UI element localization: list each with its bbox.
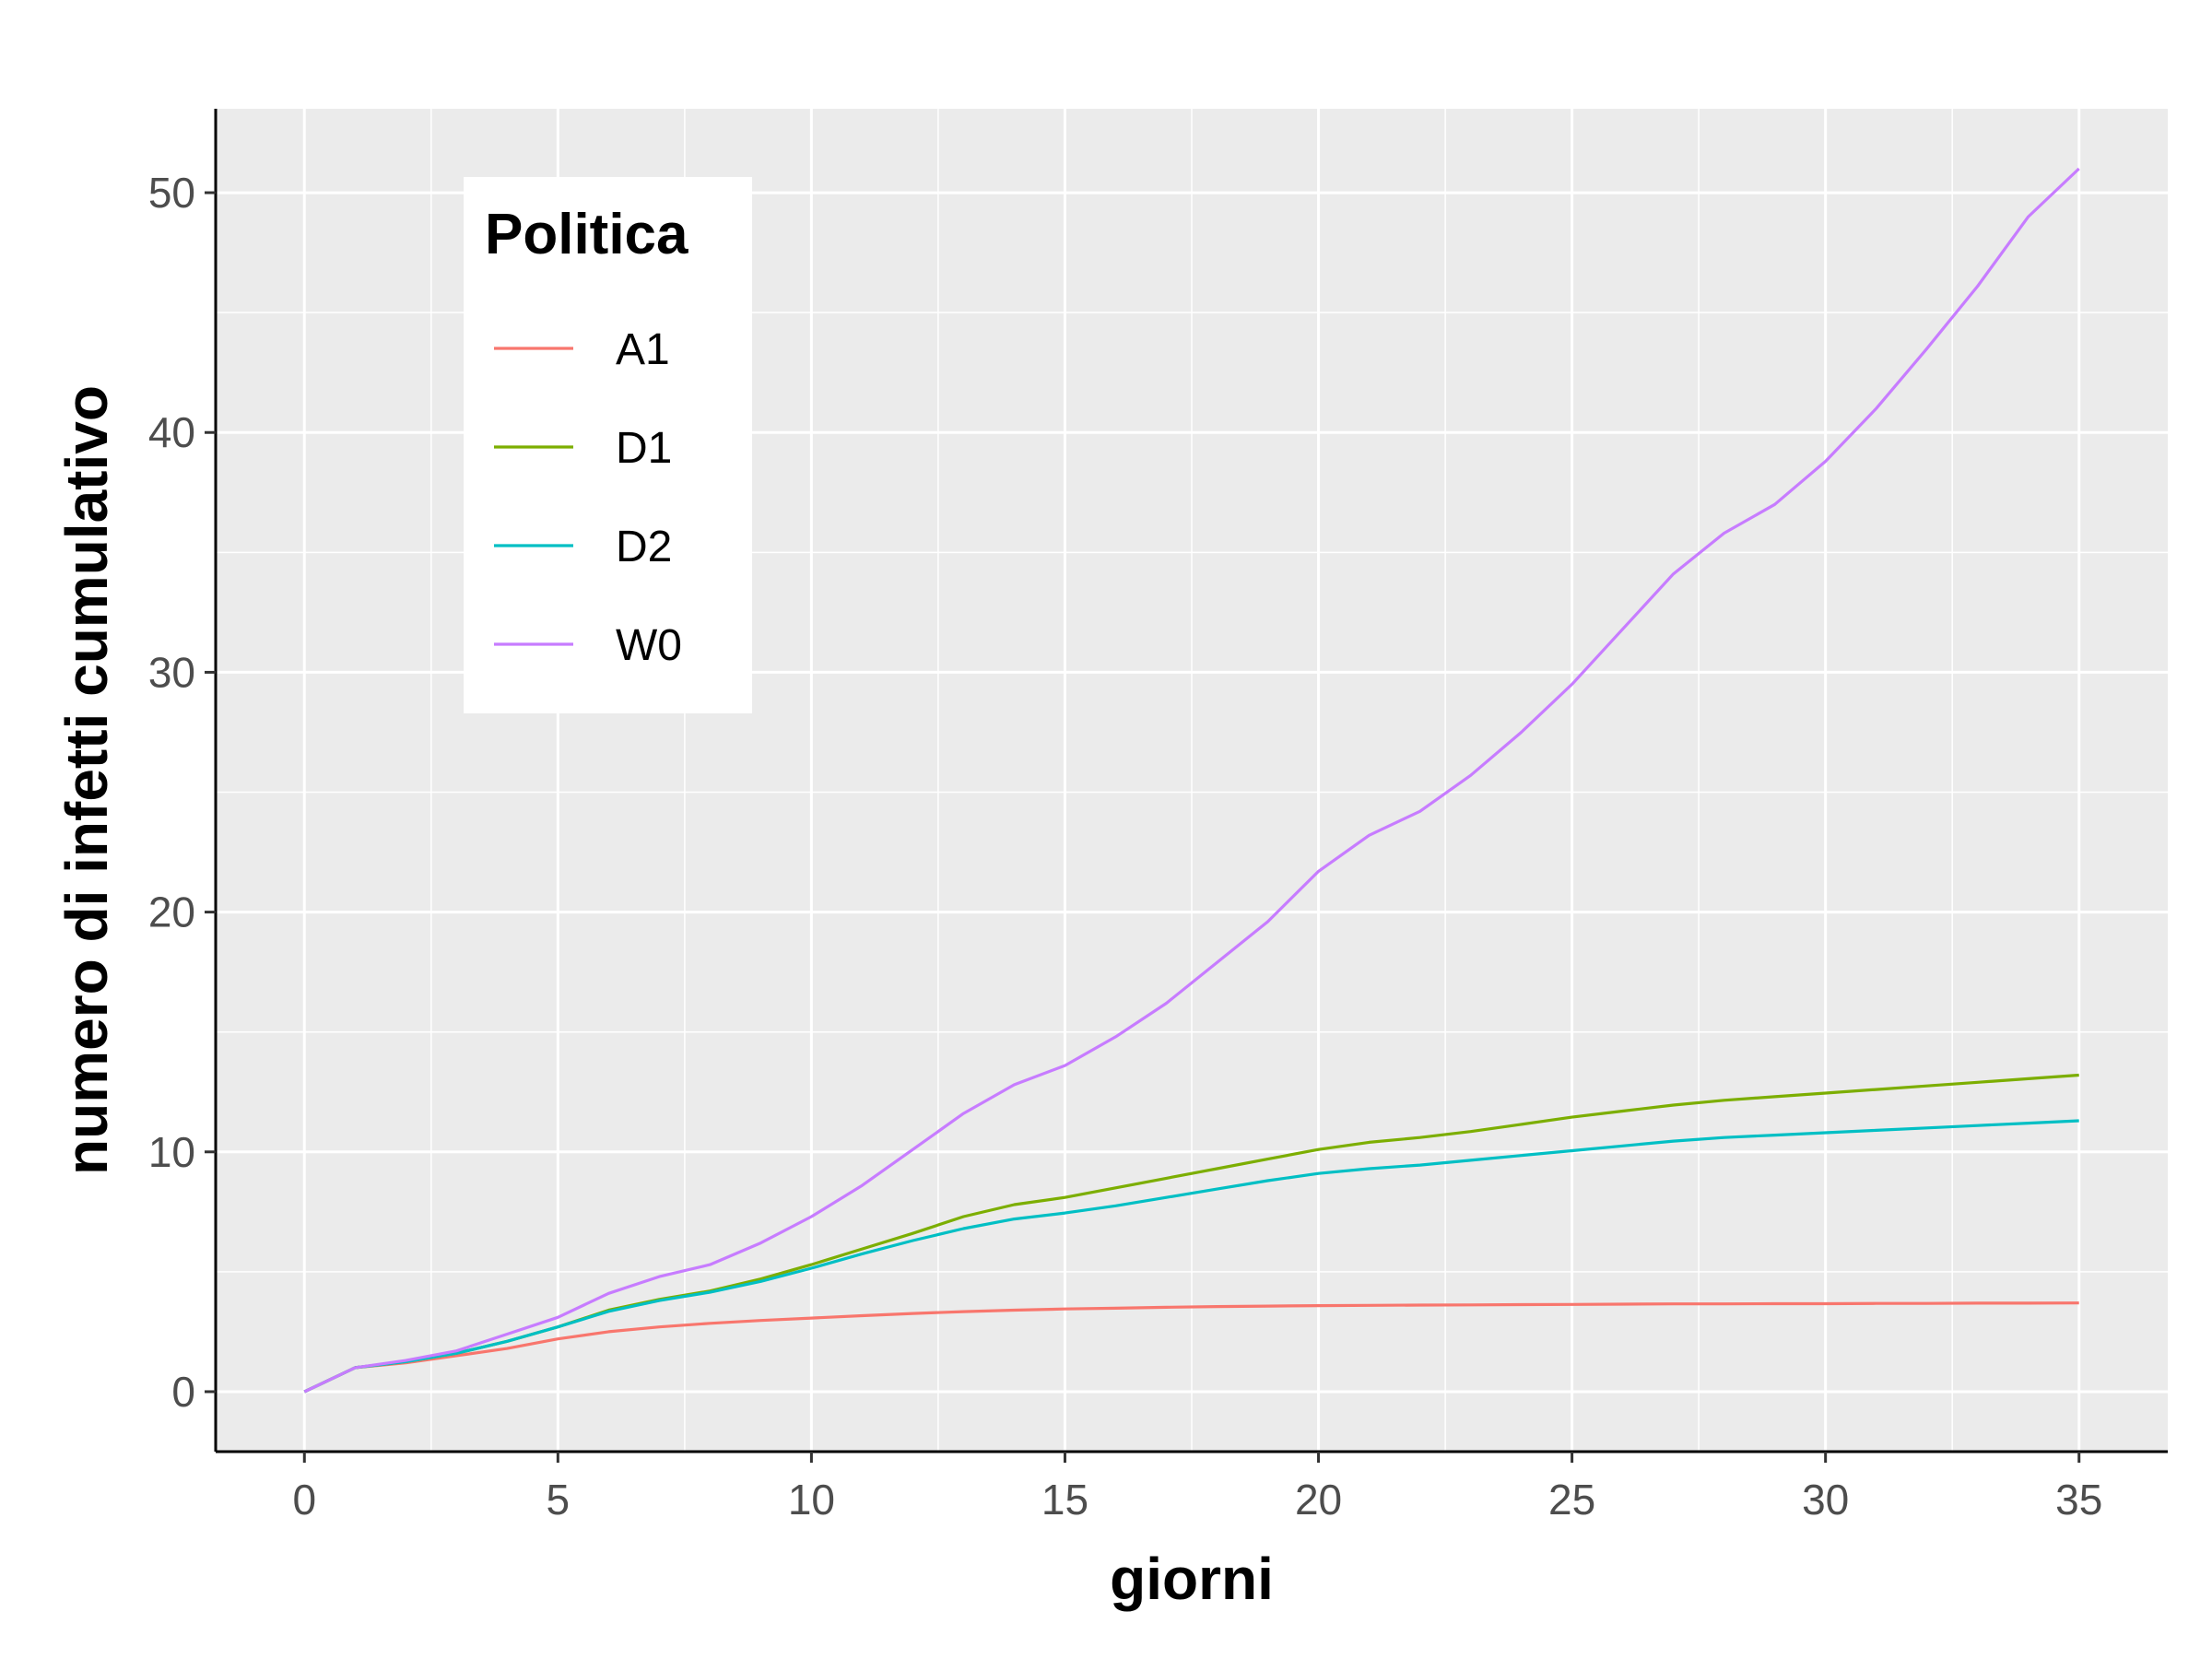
series-line-w0 (303, 167, 2080, 1394)
y-tick-label: 10 (148, 1128, 195, 1176)
series-line-d2 (303, 1119, 2079, 1394)
legend: Politica A1 D1 D2 W0 (464, 177, 752, 713)
legend-title: Politica (485, 203, 688, 266)
x-tick-label: 30 (1802, 1476, 1849, 1524)
x-tick-label: 5 (547, 1476, 571, 1524)
y-axis-ticks: 0 10 20 30 40 50 (148, 169, 216, 1416)
x-tick-label: 10 (788, 1476, 835, 1524)
legend-label-d2: D2 (616, 523, 672, 571)
y-tick-label: 30 (148, 648, 195, 696)
series-lines (303, 167, 2080, 1394)
x-tick-label: 25 (1548, 1476, 1595, 1524)
legend-label-w0: W0 (616, 621, 682, 670)
x-axis-ticks: 0 5 10 15 20 25 30 35 (292, 1452, 2102, 1524)
x-tick-label: 0 (292, 1476, 316, 1524)
legend-items: A1 D1 D2 W0 (494, 325, 682, 670)
x-tick-label: 35 (2055, 1476, 2102, 1524)
series-line-a1 (303, 1301, 2079, 1394)
y-tick-label: 40 (148, 408, 195, 456)
x-tick-label: 20 (1295, 1476, 1342, 1524)
y-axis-title: numero di infetti cumulativo (53, 385, 120, 1175)
minor-gridlines (216, 109, 2168, 1452)
y-tick-label: 20 (148, 888, 195, 936)
y-tick-label: 0 (171, 1368, 195, 1416)
legend-box (464, 177, 752, 713)
x-axis-title: giorni (1110, 1546, 1274, 1612)
y-tick-label: 50 (148, 169, 195, 217)
legend-label-d1: D1 (616, 424, 672, 473)
legend-label-a1: A1 (616, 325, 670, 374)
x-tick-label: 15 (1041, 1476, 1088, 1524)
